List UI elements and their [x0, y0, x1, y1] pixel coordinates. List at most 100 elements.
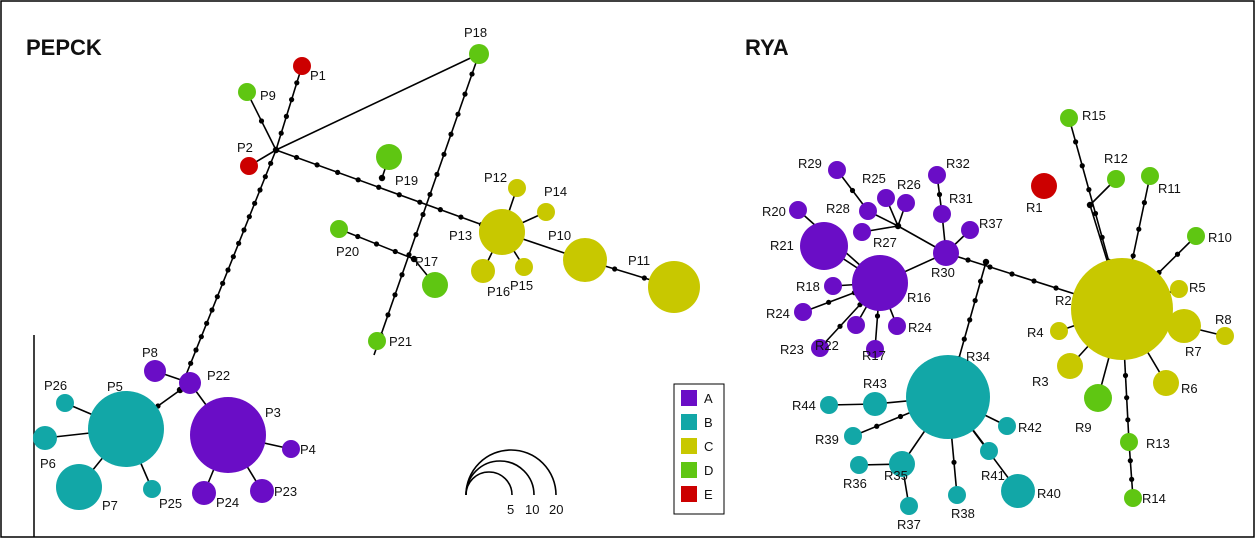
haplotype-label-r17: R17 — [862, 348, 886, 363]
haplotype-node-p1 — [293, 57, 311, 75]
haplotype-label-r18: R18 — [796, 279, 820, 294]
mutation-step — [874, 313, 881, 319]
haplotype-label-p19: P19 — [395, 173, 418, 188]
haplotype-node-r18 — [824, 277, 842, 295]
haplotype-label-r43: R43 — [863, 376, 887, 391]
mutation-step — [967, 317, 973, 323]
haplotype-label-r15: R15 — [1082, 108, 1106, 123]
mutation-step — [612, 266, 618, 272]
median-vector — [1086, 201, 1094, 209]
mutation-step — [209, 307, 215, 313]
haplotype-label-r7: R7 — [1185, 344, 1202, 359]
network-nodes — [33, 44, 1234, 515]
haplotype-node-p18 — [469, 44, 489, 64]
haplotype-label-r9: R9 — [1075, 420, 1092, 435]
haplotype-node-r39 — [844, 427, 862, 445]
haplotype-label-r32: R32 — [946, 156, 970, 171]
haplotype-label-r22: R22 — [815, 338, 839, 353]
haplotype-node-r13 — [1120, 433, 1138, 451]
haplotype-label-p16: P16 — [487, 284, 510, 299]
haplotype-label-r4: R4 — [1027, 325, 1044, 340]
mutation-step — [641, 275, 647, 281]
legend-label-d: D — [704, 463, 713, 478]
mutation-step — [188, 360, 194, 366]
network-edge — [275, 65, 303, 151]
pepck-title: PEPCK — [26, 35, 102, 60]
haplotype-label-r29: R29 — [798, 156, 822, 171]
network-edge — [1128, 441, 1134, 499]
mutation-step — [1053, 285, 1059, 291]
mutation-step — [335, 169, 341, 175]
haplotype-label-p11: P11 — [628, 253, 650, 268]
mutation-step — [455, 111, 461, 117]
scale-label-20: 20 — [549, 502, 563, 517]
median-vector — [378, 174, 386, 182]
median-vector — [410, 255, 418, 263]
haplotype-node-p3 — [190, 397, 266, 473]
legend-label-a: A — [704, 391, 713, 406]
mutation-step — [1130, 253, 1136, 259]
haplotype-label-r44: R44 — [792, 398, 816, 413]
mutation-step — [1174, 251, 1181, 257]
median-vector — [272, 146, 280, 154]
mutation-step — [1125, 417, 1131, 423]
mutation-step — [289, 97, 295, 103]
haplotype-node-p5 — [88, 391, 164, 467]
mutation-step — [355, 233, 361, 240]
haplotype-node-p21 — [368, 332, 386, 350]
legend-swatch-a — [681, 390, 697, 406]
mutation-step — [417, 199, 423, 205]
haplotype-node-p14 — [537, 203, 555, 221]
haplotype-label-p5: P5 — [107, 379, 123, 394]
haplotype-label-p23: P23 — [274, 484, 297, 499]
haplotype-label-p20: P20 — [336, 244, 359, 259]
haplotype-node-r42 — [998, 417, 1016, 435]
haplotype-node-r20 — [789, 201, 807, 219]
mutation-step — [214, 294, 220, 300]
haplotype-label-p22: P22 — [207, 368, 230, 383]
mutation-step — [355, 177, 361, 183]
haplotype-label-p1: P1 — [310, 68, 326, 83]
size-scale: 5 10 20 — [465, 449, 563, 517]
haplotype-label-p18: P18 — [464, 25, 487, 40]
haplotype-label-r25: R25 — [862, 171, 886, 186]
haplotype-node-r44 — [820, 396, 838, 414]
haplotype-label-r1: R1 — [1026, 200, 1043, 215]
haplotype-label-p6: P6 — [40, 456, 56, 471]
mutation-step — [198, 334, 204, 340]
mutation-step — [392, 248, 398, 255]
haplotype-node-r1 — [1031, 173, 1057, 199]
mutation-step — [1141, 200, 1147, 206]
haplotype-node-r14 — [1124, 489, 1142, 507]
mutation-step — [437, 207, 443, 213]
mutation-step — [987, 264, 993, 270]
haplotype-label-p15: P15 — [510, 278, 533, 293]
mutation-step — [1073, 139, 1079, 145]
haplotype-label-r40: R40 — [1037, 486, 1061, 501]
haplotype-label-p7: P7 — [102, 498, 118, 513]
haplotype-node-r21 — [800, 222, 848, 270]
haplotype-label-r8: R8 — [1215, 312, 1232, 327]
haplotype-label-r20: R20 — [762, 204, 786, 219]
haplotype-node-p23 — [250, 479, 274, 503]
mutation-step — [977, 278, 984, 284]
haplotype-node-r34 — [906, 355, 990, 439]
mutation-step — [462, 91, 468, 97]
haplotype-label-r36: R36 — [843, 476, 867, 491]
haplotype-label-r2: R2 — [1055, 293, 1072, 308]
haplotype-node-r24 — [888, 317, 906, 335]
haplotype-node-r3 — [1057, 353, 1083, 379]
network-edge — [275, 53, 480, 151]
haplotype-node-p4 — [282, 440, 300, 458]
mutation-step — [420, 211, 426, 218]
haplotype-node-r38 — [948, 486, 966, 504]
mutation-step — [961, 336, 967, 342]
legend-swatch-c — [681, 438, 697, 454]
haplotype-label-r10: R10 — [1208, 230, 1232, 245]
haplotype-node-p2 — [240, 157, 258, 175]
haplotype-node-r28 — [859, 202, 877, 220]
mutation-step — [392, 292, 398, 298]
mutation-step — [230, 254, 236, 260]
